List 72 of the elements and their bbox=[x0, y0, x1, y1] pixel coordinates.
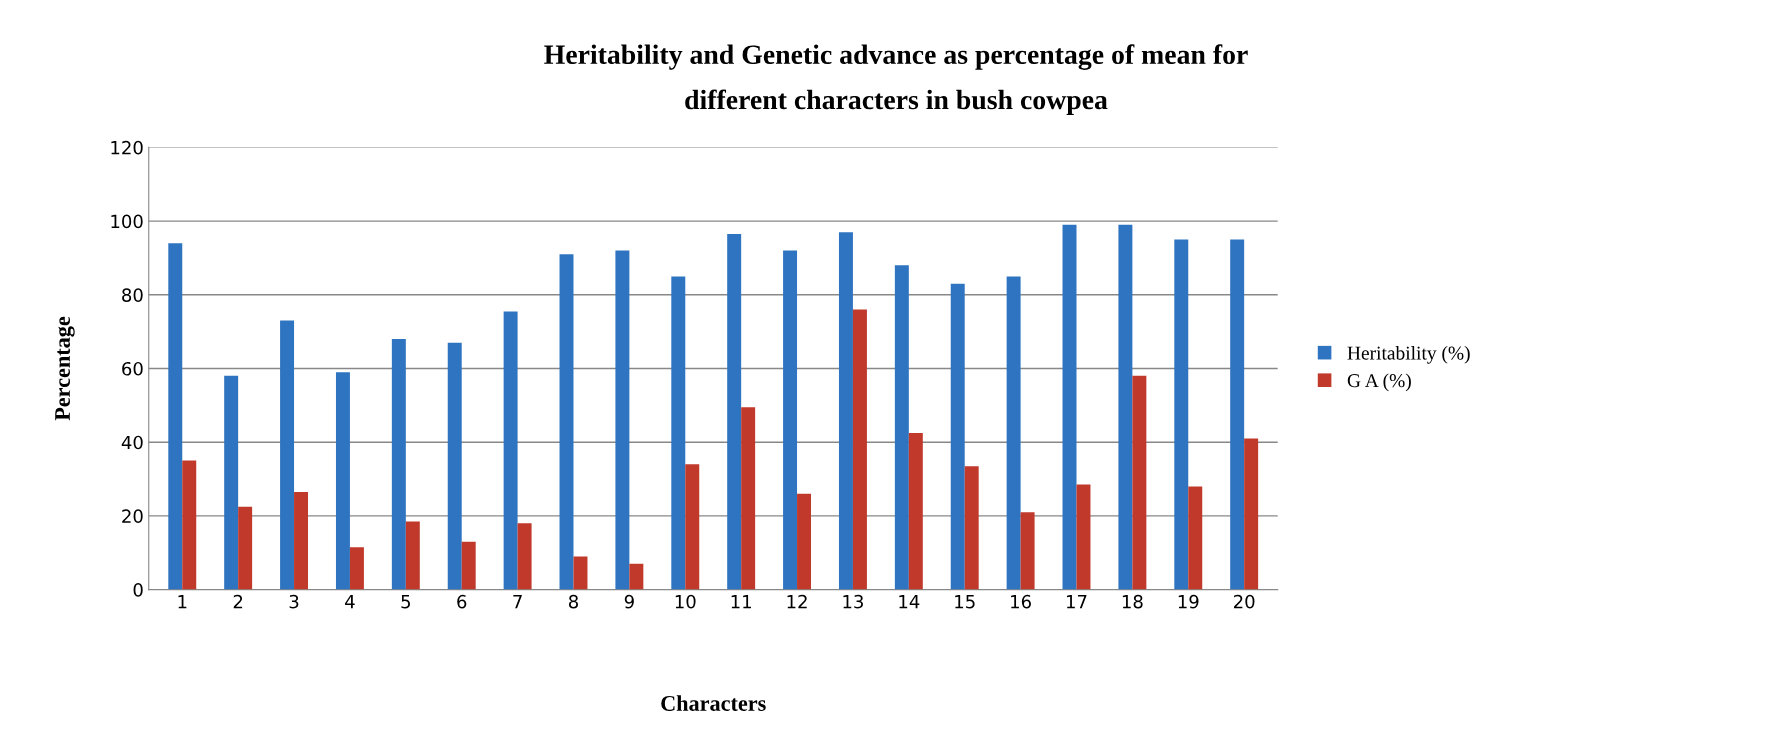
bar bbox=[182, 460, 197, 590]
y-axis-title: Percentage bbox=[55, 316, 75, 421]
bar bbox=[908, 432, 923, 590]
y-tick-label: 40 bbox=[121, 435, 143, 450]
bar bbox=[294, 491, 309, 590]
y-tick-label: 100 bbox=[111, 214, 143, 229]
x-tick-label: 5 bbox=[401, 595, 410, 609]
bar bbox=[727, 234, 742, 590]
x-tick-label: 8 bbox=[568, 594, 578, 609]
x-tick-label: 2 bbox=[233, 594, 243, 609]
x-tick-label: 3 bbox=[289, 594, 299, 609]
bar bbox=[517, 523, 532, 590]
bar bbox=[405, 521, 420, 590]
bar bbox=[1020, 512, 1035, 590]
x-tick-label: 9 bbox=[624, 594, 634, 609]
y-tick-label: 80 bbox=[122, 288, 143, 302]
bar bbox=[224, 375, 239, 590]
bar bbox=[615, 250, 630, 590]
chart-title: Heritability and Genetic advance as percentage of mean for different characters in bush cowpea bbox=[544, 44, 1248, 115]
x-tick-label: 15 bbox=[955, 595, 975, 609]
x-tick-label: 1 bbox=[178, 595, 187, 609]
x-tick-label: 10 bbox=[675, 594, 696, 609]
bar bbox=[797, 493, 812, 590]
bar bbox=[335, 372, 350, 590]
legend-label: Heritability (%) bbox=[1347, 345, 1470, 364]
y-tick-label: 20 bbox=[122, 509, 143, 524]
x-tick-label: 16 bbox=[1011, 594, 1031, 609]
bar bbox=[573, 556, 588, 590]
x-tick-label: 18 bbox=[1122, 594, 1143, 609]
bar bbox=[629, 563, 644, 590]
x-tick-label: 19 bbox=[1178, 594, 1199, 609]
bar bbox=[280, 320, 295, 590]
bar bbox=[559, 254, 574, 590]
bar bbox=[783, 250, 798, 590]
bar bbox=[964, 466, 979, 590]
bar bbox=[349, 547, 364, 590]
x-tick-label: 14 bbox=[899, 595, 920, 609]
bar bbox=[1132, 375, 1147, 590]
x-tick-label: 12 bbox=[787, 594, 807, 609]
bar bbox=[1062, 224, 1077, 590]
bar bbox=[950, 283, 965, 590]
bar bbox=[838, 232, 853, 590]
x-tick-label: 11 bbox=[731, 595, 751, 609]
bar bbox=[1188, 486, 1203, 590]
y-tick-label: 60 bbox=[122, 361, 143, 376]
bar bbox=[1076, 484, 1091, 590]
bar bbox=[391, 339, 406, 590]
bar bbox=[447, 342, 462, 590]
x-tick-label: 17 bbox=[1066, 595, 1087, 609]
bar bbox=[685, 464, 700, 590]
bar bbox=[1118, 224, 1133, 590]
bar bbox=[168, 243, 183, 590]
bar bbox=[1244, 438, 1259, 590]
x-axis-title: Characters bbox=[661, 695, 766, 711]
bar bbox=[461, 541, 476, 590]
bar bbox=[1230, 239, 1245, 590]
y-tick-label: 0 bbox=[133, 583, 143, 597]
bar bbox=[894, 265, 909, 590]
x-tick-label: 7 bbox=[513, 595, 522, 609]
bar bbox=[238, 506, 253, 590]
legend-label: G A (%) bbox=[1347, 373, 1411, 392]
bar bbox=[671, 276, 686, 590]
bar bbox=[1006, 276, 1021, 590]
bar bbox=[852, 309, 867, 590]
bar bbox=[1174, 239, 1189, 590]
x-tick-label: 13 bbox=[843, 594, 863, 609]
x-tick-label: 4 bbox=[345, 595, 355, 609]
x-tick-label: 20 bbox=[1234, 594, 1255, 609]
bar bbox=[503, 311, 518, 590]
bar bbox=[741, 407, 756, 590]
y-tick-label: 120 bbox=[111, 140, 143, 155]
x-tick-label: 6 bbox=[457, 594, 467, 609]
